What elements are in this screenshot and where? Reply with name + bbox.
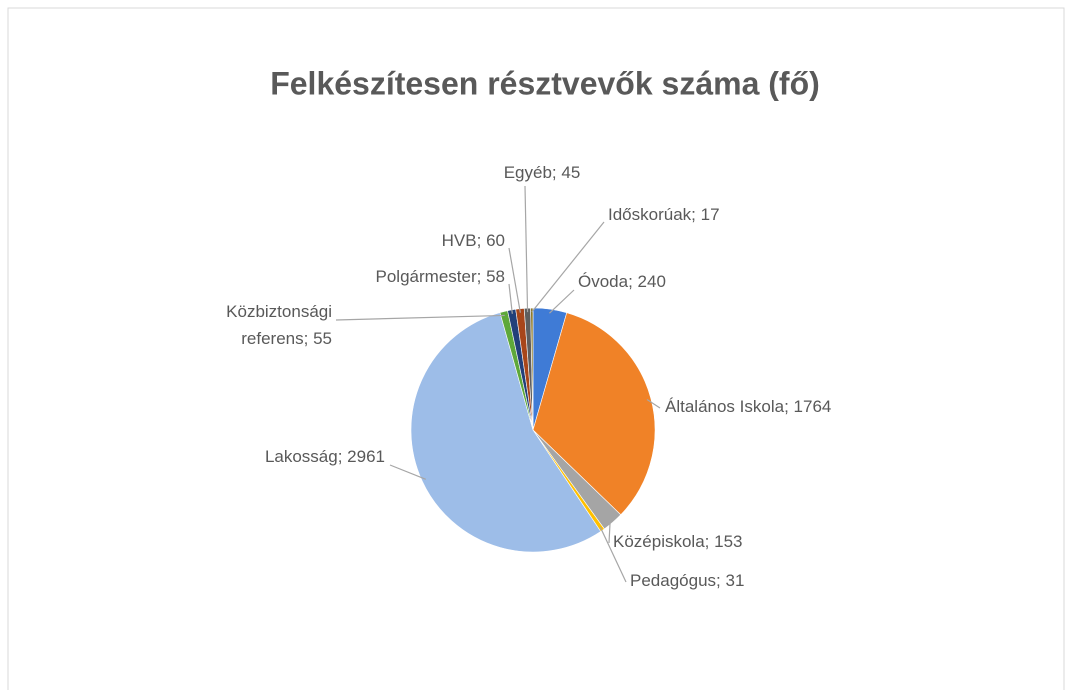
data-label: Közbiztonsági referens; 55	[226, 302, 332, 348]
chart-title: Felkészítesen résztvevők száma (fő)	[270, 65, 820, 101]
data-label: Pedagógus; 31	[630, 571, 744, 590]
data-label-value: 58	[486, 267, 505, 286]
data-label-category: HVB	[442, 231, 477, 250]
data-label-category: Pedagógus	[630, 571, 716, 590]
data-label-separator: ;	[784, 397, 793, 416]
data-label-value: 55	[313, 329, 332, 348]
data-label: Időskorúak; 17	[608, 205, 720, 224]
data-label-value: 240	[638, 272, 666, 291]
data-label-value: 1764	[794, 397, 832, 416]
data-label-value: 45	[561, 163, 580, 182]
data-label-separator: ;	[691, 205, 700, 224]
data-label-category: referens	[241, 329, 303, 348]
leader-line	[508, 283, 513, 314]
data-label-category: Közbiztonsági	[226, 302, 332, 321]
data-label-category: Időskorúak	[608, 205, 692, 224]
pie-slice	[530, 307, 534, 431]
data-label-separator: ;	[552, 163, 561, 182]
data-label-separator: ;	[338, 447, 347, 466]
leader-line	[599, 526, 627, 583]
data-label: Középiskola; 153	[613, 532, 743, 551]
data-label-separator: ;	[705, 532, 714, 551]
leader-line	[389, 464, 427, 480]
data-label: Egyéb; 45	[504, 163, 581, 182]
data-label-separator: ;	[716, 571, 725, 590]
data-label-value: 17	[701, 205, 720, 224]
data-label-value: 2961	[347, 447, 385, 466]
data-label-category: Középiskola	[613, 532, 705, 551]
leader-line	[646, 399, 661, 409]
data-label-separator: ;	[477, 231, 486, 250]
data-label-separator: ;	[304, 329, 313, 348]
leader-line	[335, 314, 505, 321]
leader-line	[608, 519, 611, 544]
data-label: HVB; 60	[442, 231, 505, 250]
data-label-category: Általános Iskola	[665, 397, 785, 416]
data-label-category: Óvoda	[578, 272, 629, 291]
pie-slice	[532, 312, 656, 516]
data-label: Polgármester; 58	[376, 267, 505, 286]
leader-line	[524, 185, 529, 313]
data-label-value: 153	[714, 532, 742, 551]
data-label-separator: ;	[477, 267, 486, 286]
leader-line	[549, 289, 575, 314]
leader-line	[508, 247, 521, 313]
data-label-separator: ;	[628, 272, 637, 291]
data-label-category: Egyéb	[504, 163, 552, 182]
leader-line	[531, 221, 605, 313]
pie-slice	[410, 312, 602, 553]
data-label-category: Polgármester	[376, 267, 477, 286]
data-label-value: 31	[725, 571, 744, 590]
data-label: Óvoda; 240	[578, 272, 666, 291]
data-label-category: Lakosság	[265, 447, 338, 466]
data-label: Lakosság; 2961	[265, 447, 385, 466]
data-label: Általános Iskola; 1764	[665, 397, 831, 416]
data-label-value: 60	[486, 231, 505, 250]
